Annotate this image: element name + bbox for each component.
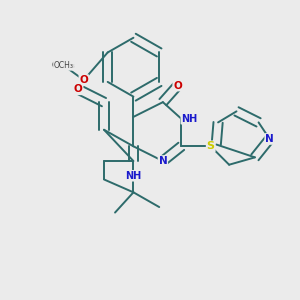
Text: O: O (74, 84, 82, 94)
Text: NH: NH (181, 114, 197, 124)
Text: O: O (80, 75, 88, 85)
Text: NH: NH (125, 171, 142, 181)
Text: N: N (265, 134, 274, 144)
Text: N: N (158, 156, 167, 166)
Text: OCH₃: OCH₃ (52, 61, 75, 70)
Text: S: S (207, 141, 215, 151)
Text: O: O (173, 81, 182, 91)
Text: OCH₃: OCH₃ (53, 61, 74, 70)
